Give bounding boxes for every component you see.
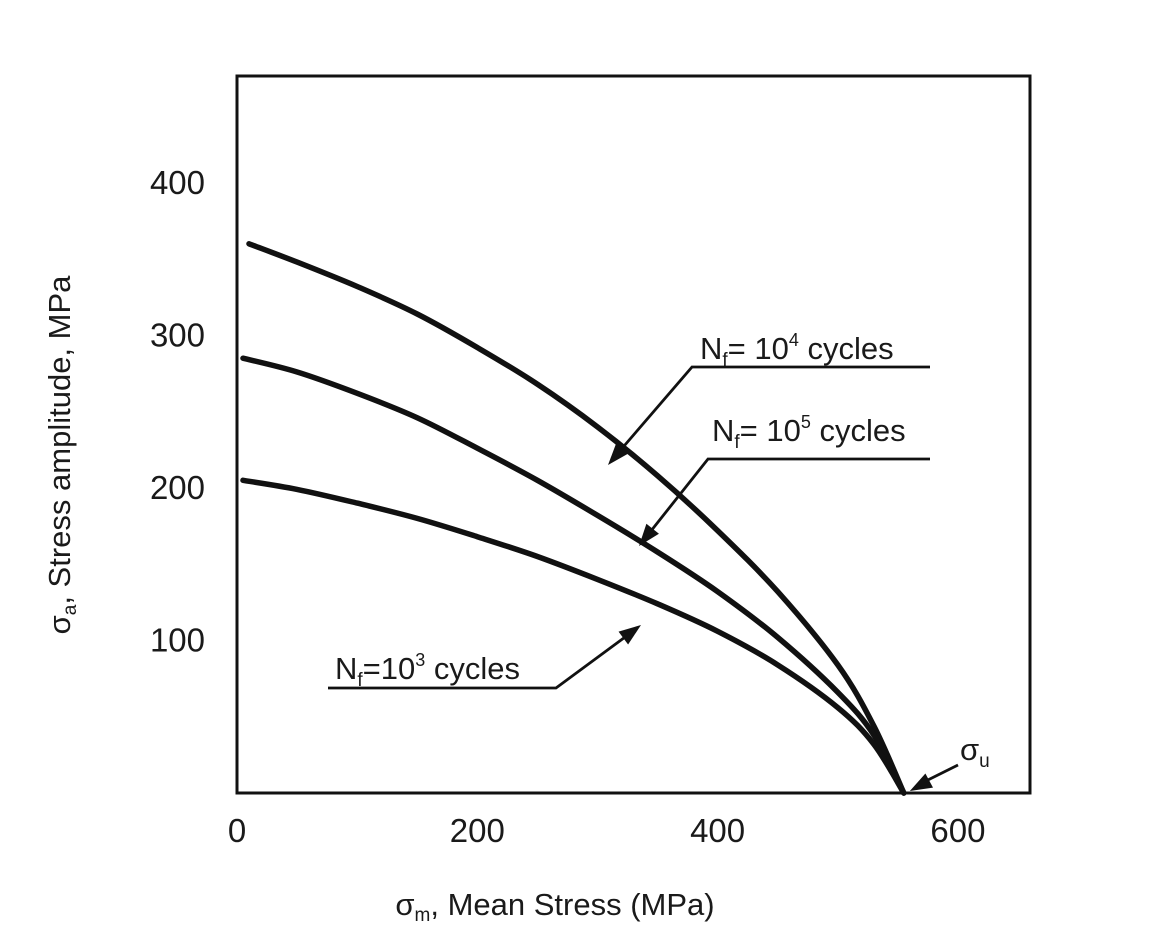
leader-nf-1e4 [610,365,930,461]
tick-labels: 0 200 400 600 100 200 300 400 [150,164,986,849]
label-nf-1e4: Nf= 104 cycles [700,330,894,371]
leader-nf-1e5-arrowhead [639,523,659,546]
curve-nf-1e4 [246,241,907,796]
x-tick-label: 600 [930,812,985,849]
y-tick-label: 400 [150,164,205,201]
x-tick-label: 400 [690,812,745,849]
leader-nf-1e4-arrowhead [608,443,629,465]
label-nf-1e5: Nf= 105 cycles [712,412,906,453]
leader-nf-1e3-arrowhead [618,625,641,645]
curves [240,241,907,796]
x-axis-title: σm, Mean Stress (MPa) [395,887,714,926]
annotations: Nf= 104 cycles Nf= 105 cycles Nf=103 cycle… [328,330,990,791]
leader-nf-1e5 [641,457,930,542]
y-axis-title: σa, Stress amplitude, MPa [42,275,81,635]
plot-border [235,74,1032,795]
curve-nf-1e3 [240,477,907,796]
x-tick-label: 200 [450,812,505,849]
leader-sigma-u-arrowhead [909,773,934,791]
y-tick-label: 200 [150,469,205,506]
y-tick-label: 300 [150,316,205,353]
curve-nf-1e5 [240,355,907,796]
plot-frame [235,74,1032,795]
label-nf-1e3: Nf=103 cycles [335,650,520,691]
y-tick-label: 100 [150,621,205,658]
leader-nf-1e3 [328,627,637,690]
label-sigma-u: σu [960,732,990,772]
x-tick-label: 0 [228,812,246,849]
